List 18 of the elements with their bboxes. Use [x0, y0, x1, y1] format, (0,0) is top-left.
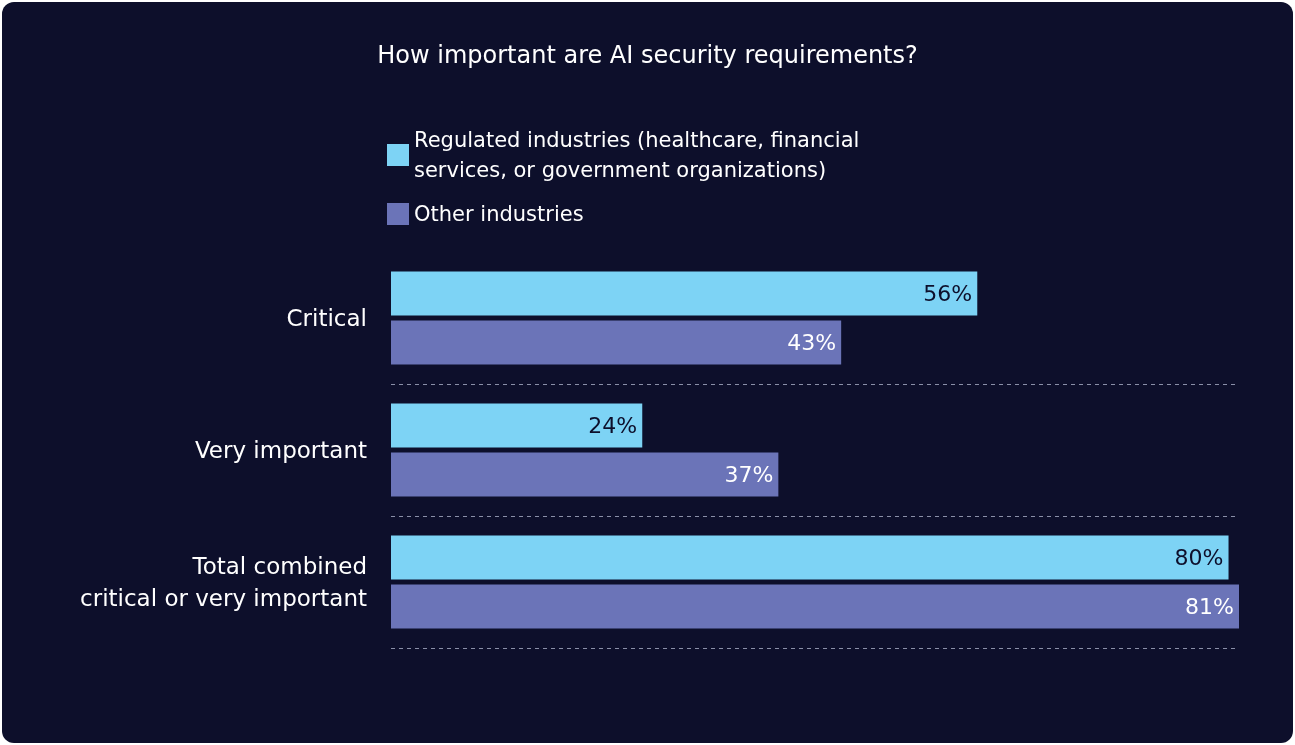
- legend-label: Other industries: [414, 202, 584, 226]
- data-label: 81%: [1185, 593, 1234, 619]
- y-tick-label: Total combined critical or very important: [80, 553, 367, 611]
- y-tick-label: Very important: [194, 437, 367, 463]
- bar: [391, 584, 1239, 629]
- legend-label: Regulated industries (healthcare, financial services, or government organizations): [414, 128, 867, 182]
- bar: [391, 403, 643, 448]
- data-label: 56%: [923, 281, 973, 307]
- y-tick-label: Critical: [286, 305, 367, 331]
- bar: [391, 452, 779, 497]
- chart-title: How important are AI security requirements?: [377, 41, 918, 69]
- bar: [391, 535, 1229, 580]
- data-label: 24%: [588, 413, 638, 439]
- bar: [391, 271, 978, 316]
- bar: [391, 320, 842, 365]
- data-label: 80%: [1174, 545, 1224, 571]
- data-label: 37%: [724, 461, 774, 487]
- data-label: 43%: [787, 329, 837, 355]
